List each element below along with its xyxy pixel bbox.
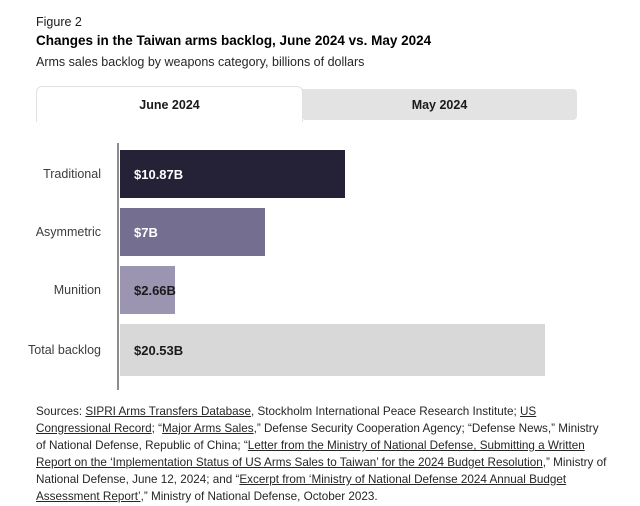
figure-subtitle: Arms sales backlog by weapons category, …: [36, 55, 365, 69]
chart-rows: Traditional $10.87B Asymmetric $7B Munition $…: [0, 150, 640, 376]
source-link[interactable]: US Congressional Record: [36, 405, 537, 435]
bar-traditional: $10.87B: [120, 150, 346, 198]
source-link[interactable]: SIPRI Arms Transfers Database: [85, 405, 252, 418]
source-link[interactable]: Letter from the Ministry of National Def…: [36, 439, 585, 469]
bar-track: $7B: [120, 208, 545, 256]
period-tabs: May 2024 June 2024: [36, 86, 577, 122]
source-text: ,” Ministry of National Defense, October…: [140, 490, 378, 503]
sources-note: Sources: SIPRI Arms Transfers Database, …: [36, 403, 608, 505]
category-label: Munition: [53, 283, 101, 297]
y-axis-line: [117, 143, 119, 390]
source-text: ; “: [151, 422, 163, 435]
source-text: ,” Defense Security Cooperation Agency; …: [36, 422, 599, 452]
bar-asymmetric: $7B: [120, 208, 265, 256]
source-text: ,” Ministry of National Defense, June 12…: [36, 456, 607, 486]
bar-chart: Traditional $10.87B Asymmetric $7B Munition $…: [0, 143, 640, 395]
chart-row: Total backlog $20.53B: [0, 324, 640, 376]
source-text: Sources:: [36, 405, 86, 418]
bar-value-label: $20.53B: [134, 342, 184, 358]
category-label: Asymmetric: [35, 225, 101, 239]
source-link[interactable]: Major Arms Sales: [162, 422, 254, 435]
chart-row: Asymmetric $7B: [0, 208, 640, 256]
bar-value-label: $10.87B: [134, 166, 184, 182]
category-label: Total backlog: [28, 343, 101, 357]
bar-total-backlog: $20.53B: [120, 324, 545, 376]
bar-track: $10.87B: [120, 150, 545, 198]
bar-value-label: $7B: [134, 224, 158, 240]
chart-row: Munition $2.66B: [0, 266, 640, 314]
bar-munition: $2.66B: [120, 266, 176, 314]
bar-track: $2.66B: [120, 266, 545, 314]
chart-row: Traditional $10.87B: [0, 150, 640, 198]
source-text: , Stockholm International Peace Research…: [251, 405, 520, 418]
bar-value-label: $2.66B: [134, 282, 176, 298]
category-label: Traditional: [43, 167, 101, 181]
source-link[interactable]: Excerpt from ‘Ministry of National Defen…: [36, 473, 567, 503]
tab-may-2024[interactable]: May 2024: [302, 89, 577, 120]
figure-label: Figure 2: [36, 15, 82, 29]
tab-june-2024[interactable]: June 2024: [36, 86, 303, 122]
page-title: Changes in the Taiwan arms backlog, June…: [36, 33, 432, 48]
bar-track: $20.53B: [120, 324, 545, 376]
